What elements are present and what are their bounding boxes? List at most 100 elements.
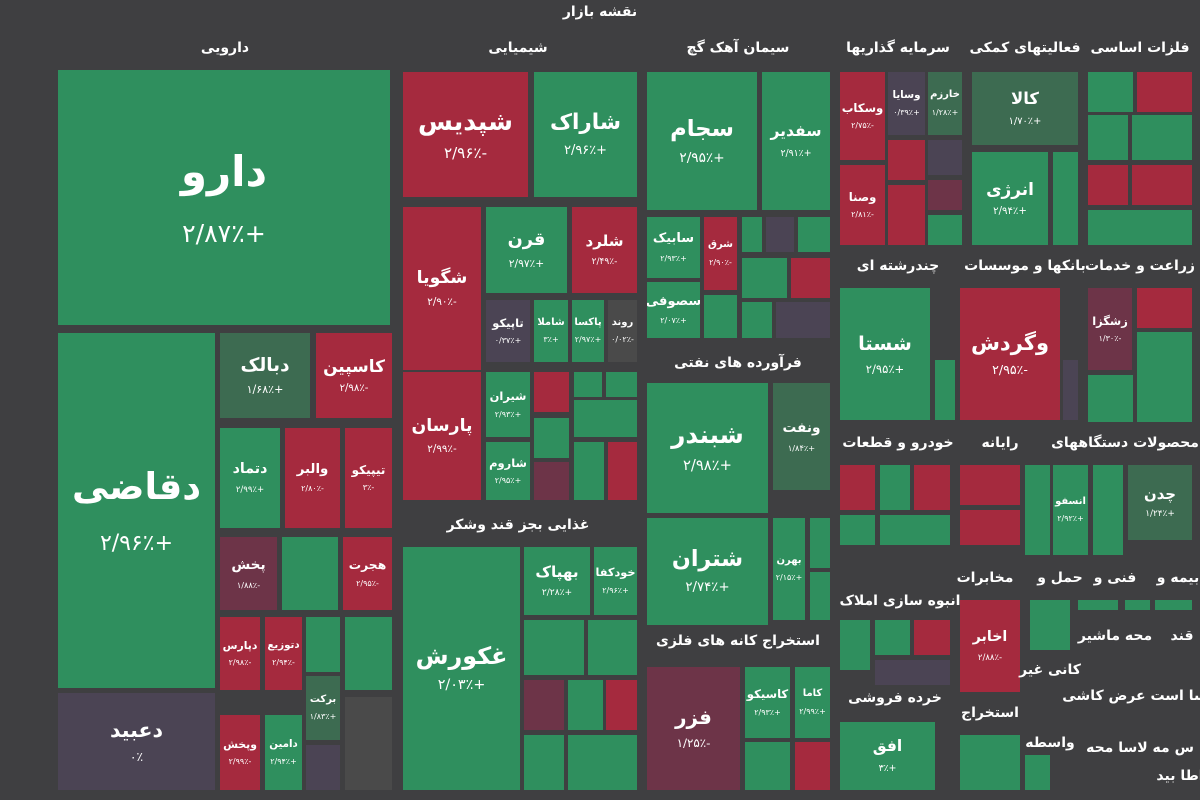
ticker-tile[interactable]: ونفت +۱/۸۴٪	[773, 383, 830, 490]
ticker-tile[interactable]: زشگزا -۱/۳۰٪	[1088, 288, 1132, 370]
ticker-tile[interactable]: اخابر -۲/۸۸٪	[960, 600, 1020, 692]
ticker-change: +۲/۰۷٪	[660, 316, 687, 326]
ticker-name: پخش	[231, 556, 266, 573]
ticker-tile[interactable]: چدن +۱/۲۴٪	[1128, 465, 1192, 540]
treemap-cell	[282, 537, 338, 610]
treemap-cell	[534, 372, 569, 412]
ticker-tile[interactable]: غکورش +۲/۰۳٪	[403, 547, 520, 790]
sector-title: استخراج کانه های فلزی	[656, 633, 820, 649]
ticker-change: -۲/۸۸٪	[977, 652, 1003, 663]
ticker-tile[interactable]: هجرت -۲/۹۵٪	[343, 537, 392, 610]
ticker-tile[interactable]: پخش -۱/۸۸٪	[220, 537, 277, 610]
ticker-tile[interactable]: شگویا -۲/۹۰٪	[403, 207, 481, 370]
treemap-cell	[928, 180, 962, 210]
ticker-tile[interactable]: کاما +۲/۹۹٪	[795, 667, 830, 738]
ticker-tile[interactable]: وصنا -۲/۸۱٪	[840, 165, 885, 245]
treemap-cell	[1088, 210, 1192, 245]
ticker-change: -۲/۹۸٪	[228, 658, 252, 668]
ticker-tile[interactable]: تاپیکو +۰/۳۷٪	[486, 300, 530, 362]
sector-title: فنی و	[1093, 570, 1137, 586]
sector-title: سا است عرض کاشی	[1062, 688, 1200, 704]
ticker-change: -۱/۲۵٪	[676, 736, 711, 751]
sector-title: قند	[1170, 628, 1194, 644]
ticker-tile[interactable]: دعبید ۰٪	[58, 693, 215, 790]
ticker-change: +۲/۹۵٪	[865, 361, 905, 376]
ticker-tile[interactable]: دتماد +۲/۹۹٪	[220, 428, 280, 528]
ticker-tile[interactable]: بهرن +۲/۱۵٪	[773, 518, 805, 620]
ticker-tile[interactable]: وگردش -۲/۹۵٪	[960, 288, 1060, 420]
ticker-name: سابیک	[652, 231, 695, 247]
treemap-cell	[1088, 72, 1133, 112]
ticker-tile[interactable]: خودکفا +۲/۹۶٪	[594, 547, 637, 615]
ticker-change: +۲/۹۳٪	[660, 253, 687, 263]
ticker-name: سصوفی	[647, 293, 700, 309]
ticker-tile[interactable]: شاروم +۲/۹۵٪	[486, 442, 530, 500]
treemap-cell	[534, 418, 569, 458]
ticker-tile[interactable]: سجام +۲/۹۵٪	[647, 72, 757, 210]
ticker-tile[interactable]: والبر -۲/۸۰٪	[285, 428, 340, 528]
ticker-name: روند	[611, 316, 634, 328]
ticker-tile[interactable]: پارسان -۲/۹۹٪	[403, 372, 481, 500]
ticker-tile[interactable]: شاراک +۲/۹۶٪	[534, 72, 637, 197]
ticker-tile[interactable]: برکت +۱/۸۳٪	[306, 676, 340, 740]
ticker-tile[interactable]: دتوزیع -۲/۹۴٪	[265, 617, 302, 690]
ticker-name: شاروم	[489, 455, 527, 470]
ticker-tile[interactable]: فزر -۱/۲۵٪	[647, 667, 740, 790]
ticker-tile[interactable]: دارو +۲/۸۷٪	[58, 70, 390, 325]
ticker-change: +۰/۳۹٪	[893, 107, 920, 117]
ticker-name: شگویا	[416, 268, 468, 289]
ticker-tile[interactable]: شاملا +۳٪	[534, 300, 568, 362]
ticker-tile[interactable]: سصوفی +۲/۰۷٪	[647, 282, 700, 338]
ticker-tile[interactable]: تیپیکو -۳٪	[345, 428, 392, 528]
ticker-tile[interactable]: وسکاب -۲/۷۵٪	[840, 72, 885, 160]
treemap-cell	[608, 442, 637, 500]
ticker-name: دعبید	[109, 718, 164, 743]
ticker-tile[interactable]: شپدیس -۲/۹۶٪	[403, 72, 528, 197]
ticker-tile[interactable]: سفدیر +۲/۹۱٪	[762, 72, 830, 210]
ticker-tile[interactable]: خارزم +۱/۲۸٪	[928, 72, 962, 135]
ticker-tile[interactable]: سابیک +۲/۹۳٪	[647, 217, 700, 278]
ticker-change: -۲/۹۰٪	[709, 257, 732, 267]
ticker-change: +۳٪	[543, 335, 559, 345]
ticker-name: وسایا	[892, 89, 921, 102]
ticker-tile[interactable]: افق +۳٪	[840, 722, 935, 790]
ticker-tile[interactable]: شلرد -۲/۴۹٪	[572, 207, 637, 293]
ticker-tile[interactable]: کاسپین -۲/۹۸٪	[316, 333, 392, 418]
ticker-tile[interactable]: انرژی +۲/۹۴٪	[972, 152, 1048, 245]
ticker-tile[interactable]: شرق -۲/۹۰٪	[704, 217, 737, 290]
ticker-change: -۲/۴۹٪	[591, 256, 618, 267]
treemap-cell	[795, 742, 830, 790]
ticker-tile[interactable]: دبالک +۱/۶۸٪	[220, 333, 310, 418]
ticker-name: انسفو	[1055, 495, 1086, 507]
ticker-tile[interactable]: بهپاک +۲/۲۸٪	[524, 547, 590, 615]
ticker-tile[interactable]: کالا +۱/۷۰٪	[972, 72, 1078, 145]
ticker-change: +۲/۷۴٪	[685, 580, 730, 596]
ticker-tile[interactable]: وسایا +۰/۳۹٪	[888, 72, 925, 135]
ticker-tile[interactable]: دامین +۲/۹۴٪	[265, 715, 302, 790]
ticker-tile[interactable]: پاکسا +۲/۹۷٪	[572, 300, 604, 362]
sector-title: کانی غیر	[1019, 662, 1081, 678]
ticker-tile[interactable]: شیران +۲/۹۳٪	[486, 372, 530, 437]
ticker-tile[interactable]: شبندر +۲/۹۸٪	[647, 383, 768, 513]
ticker-tile[interactable]: شتران +۲/۷۴٪	[647, 518, 768, 625]
ticker-tile[interactable]: وپخش -۲/۹۹٪	[220, 715, 260, 790]
ticker-tile[interactable]: دپارس -۲/۹۸٪	[220, 617, 260, 690]
sector-title: مخابرات	[956, 570, 1014, 586]
ticker-tile[interactable]: دقاضی +۲/۹۶٪	[58, 333, 215, 688]
ticker-change: +۲/۹۱٪	[780, 147, 812, 159]
ticker-change: +۲/۹۲٪	[1057, 514, 1084, 524]
ticker-name: شپدیس	[418, 107, 513, 137]
sector-title: محصولات دستگاههای	[1051, 435, 1199, 451]
treemap-cell	[1137, 72, 1192, 112]
ticker-tile[interactable]: قرن +۲/۹۷٪	[486, 207, 567, 293]
ticker-name: هجرت	[348, 557, 387, 572]
ticker-change: -۰/۰۲٪	[611, 335, 634, 345]
ticker-name: شلرد	[585, 231, 624, 250]
ticker-tile[interactable]: روند -۰/۰۲٪	[608, 300, 637, 362]
ticker-name: شاراک	[550, 109, 621, 135]
ticker-change: +۱/۲۴٪	[1145, 509, 1175, 520]
ticker-tile[interactable]: شستا +۲/۹۵٪	[840, 288, 930, 420]
ticker-tile[interactable]: کاسیکو +۲/۹۳٪	[745, 667, 790, 738]
ticker-tile[interactable]: انسفو +۲/۹۲٪	[1053, 465, 1088, 555]
